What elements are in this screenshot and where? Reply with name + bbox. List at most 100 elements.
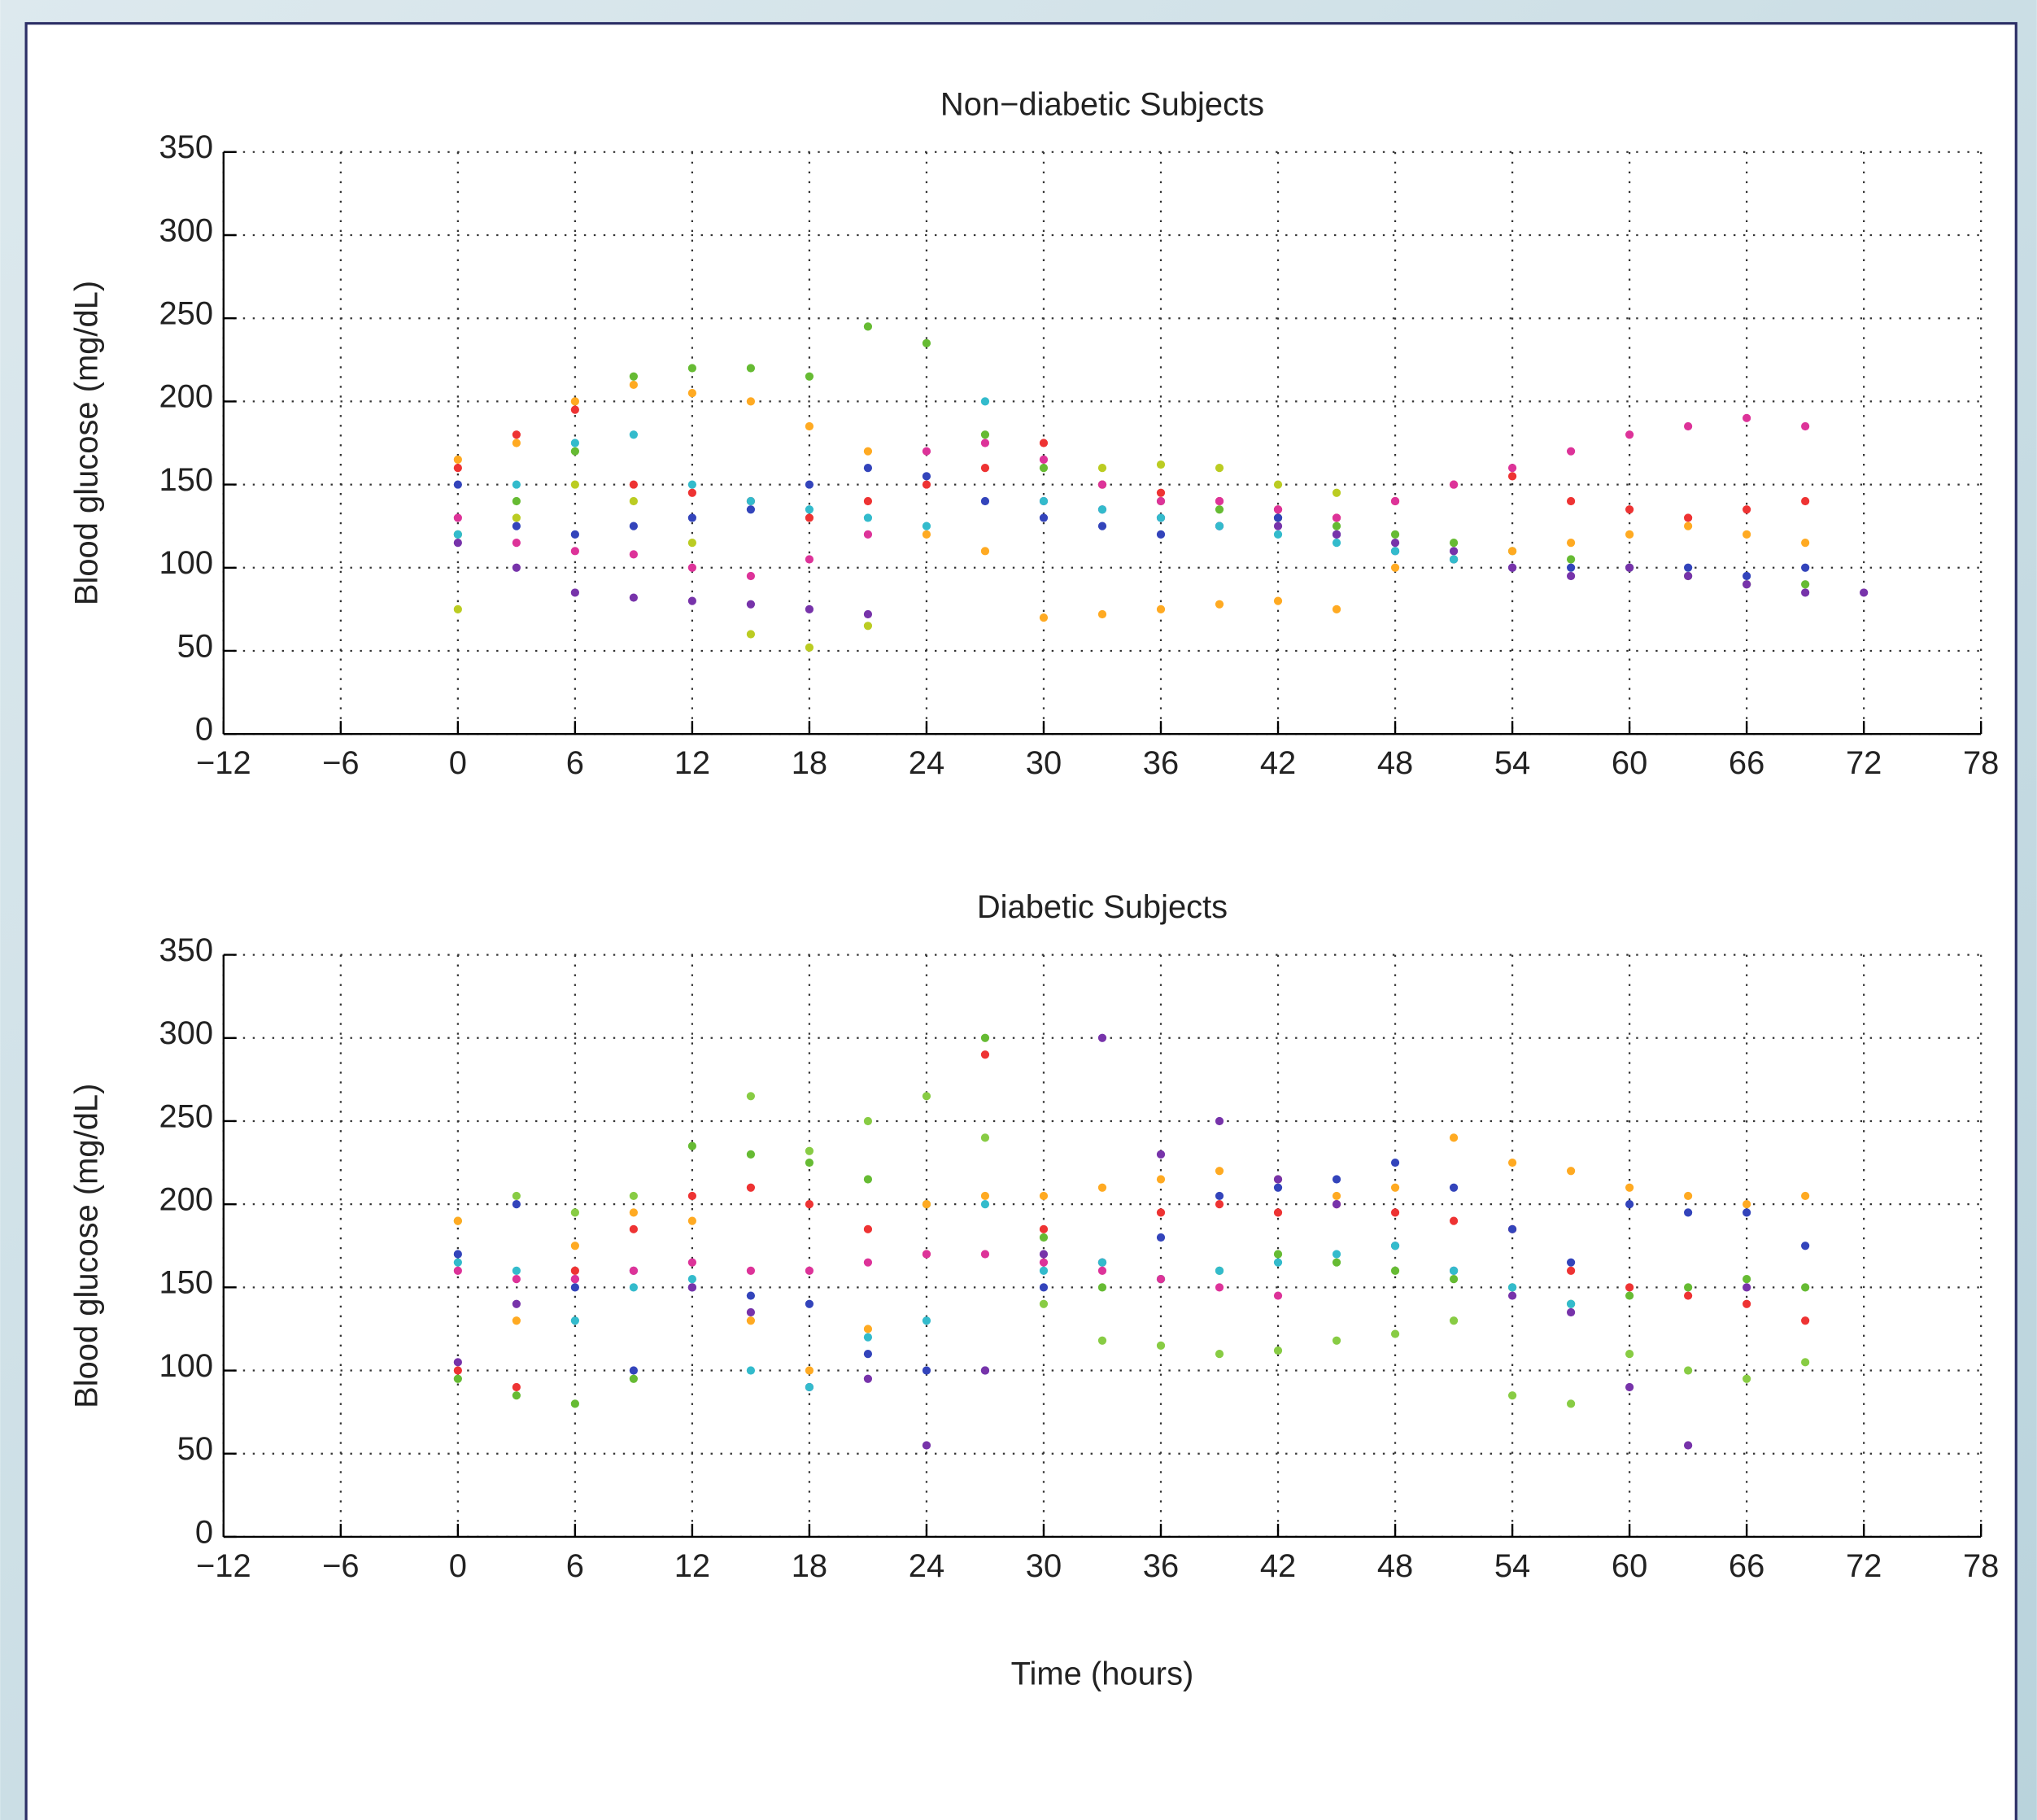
data-point [805,505,814,514]
data-point [1039,1250,1049,1259]
data-point [980,397,990,406]
data-point [1801,588,1810,597]
data-point [746,1291,756,1300]
data-point [629,1283,639,1292]
x-tick-label: 0 [449,745,467,781]
x-tick-label: −12 [196,745,251,781]
data-point [980,430,990,439]
data-point [1390,547,1400,556]
data-point [512,480,521,489]
data-point [1507,563,1517,572]
data-point [1039,455,1049,465]
data-point [1390,496,1400,506]
data-point [922,522,931,530]
data-point [1449,1275,1459,1284]
data-point [687,563,697,572]
data-point [570,439,579,447]
data-point [512,1200,521,1209]
data-point [629,1266,639,1276]
data-point [1332,522,1341,530]
data-point [1743,1208,1751,1217]
data-point [980,1366,990,1375]
data-point [1215,1266,1224,1276]
data-point [1273,530,1283,539]
data-point [922,1366,931,1375]
data-point [1156,513,1166,522]
data-point [1683,571,1693,581]
data-point [512,563,521,572]
data-point [687,1141,697,1150]
data-point [922,1250,931,1259]
data-point [1449,547,1459,556]
data-point [1097,480,1107,489]
x-tick-label: 66 [1729,745,1764,781]
data-point [687,480,697,489]
data-point [1683,522,1693,530]
data-point [1097,1183,1107,1192]
data-point [453,604,462,613]
data-point [1039,513,1049,522]
data-point [805,1266,814,1276]
data-point [512,538,521,548]
data-point [1801,580,1810,589]
data-point [512,496,521,506]
data-point [1332,488,1341,497]
data-point [1507,1224,1517,1233]
y-tick-label: 150 [159,1265,213,1301]
data-point [1390,538,1400,548]
data-point [453,1358,462,1367]
data-point [805,372,814,381]
data-point [980,1250,990,1259]
data-point [1332,604,1341,613]
data-point [687,1191,697,1201]
data-point [1566,447,1576,456]
data-point [570,588,579,597]
data-point [1683,421,1693,431]
data-point [863,609,873,619]
data-point [863,464,873,473]
data-point [629,430,639,439]
data-point [805,604,814,613]
x-tick-label: 60 [1612,1548,1647,1584]
y-tick-label: 0 [195,711,213,747]
data-point [1507,1391,1517,1400]
data-point [1625,563,1634,572]
data-point [1156,1208,1166,1217]
data-point [629,1208,639,1217]
data-point [1743,1299,1751,1308]
data-point [805,421,814,431]
data-point [1215,496,1224,506]
data-point [1215,505,1224,514]
data-point [1039,1233,1049,1242]
data-point [1097,609,1107,619]
data-point [687,1216,697,1225]
data-point [1625,1183,1634,1192]
data-point [1683,513,1693,522]
data-point [629,372,639,381]
data-point [629,1224,639,1233]
data-point [687,1275,697,1284]
data-point [1566,1258,1576,1267]
data-point [863,1333,873,1342]
data-point [1743,571,1751,581]
data-point [1332,1250,1341,1259]
data-point [863,530,873,539]
data-point [629,380,639,390]
x-tick-label: 30 [1026,745,1062,781]
y-tick-label: 200 [159,379,213,415]
data-point [1743,1374,1751,1383]
data-point [1625,1283,1634,1292]
data-point [1625,1382,1634,1392]
data-point [1273,513,1283,522]
data-point [687,538,697,548]
data-point [1390,530,1400,539]
data-point [512,1275,521,1284]
data-point [570,547,579,556]
data-point [1039,1224,1049,1233]
data-point [1039,464,1049,473]
y-axis-label: Blood glucose (mg/dL) [68,281,104,605]
x-tick-label: 12 [674,745,710,781]
data-point [1273,1346,1283,1355]
data-point [805,643,814,652]
data-point [1273,1208,1283,1217]
